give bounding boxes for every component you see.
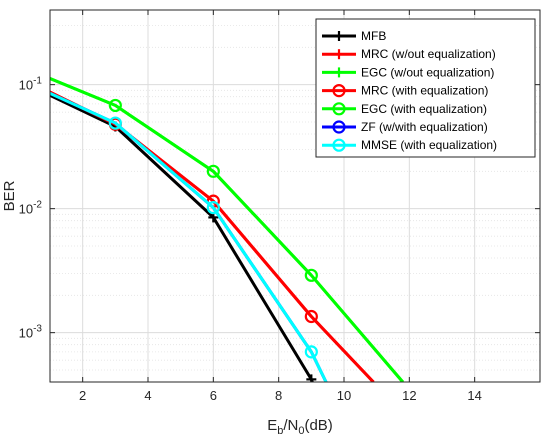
series-egc-with-equalization <box>50 77 404 382</box>
legend-swatch-marker <box>332 102 346 116</box>
legend-box <box>315 18 536 158</box>
series-mmse-with-equalization <box>50 92 328 382</box>
series-layer <box>50 77 404 382</box>
y-tick-label: 10-3 <box>19 324 43 341</box>
x-axis-label-sub1: b <box>277 425 283 437</box>
x-tick-label: 8 <box>275 388 282 403</box>
data-point-mmse-with-equalization <box>108 116 122 130</box>
y-tick-labels: 10-3 10-2 10-1 <box>19 76 43 341</box>
x-axis-label-sub2: 0 <box>298 425 304 437</box>
legend-label: MRC (with equalization) <box>361 84 488 98</box>
x-axis-label: Eb/N0(dB) <box>267 417 333 437</box>
legend-item-zf-w-with-equalization: ZF (w/with equalization) <box>322 120 488 134</box>
data-point-mmse-with-equalization <box>304 345 318 359</box>
legend-label: MMSE (with equalization) <box>361 138 497 152</box>
legend-item-egc-with-equalization: EGC (with equalization) <box>322 102 487 116</box>
legend-item-mrc-with-equalization: MRC (with equalization) <box>322 84 488 98</box>
axis-ticks <box>50 10 540 382</box>
x-tick-labels: 2 4 6 8 10 12 14 <box>79 388 482 403</box>
legend-item-mfb: MFB <box>322 29 386 43</box>
legend-items: MFB MRC (w/out equalization) EGC (w/out eq… <box>322 29 497 152</box>
legend-label: MRC (w/out equalization) <box>361 47 496 61</box>
legend-swatch-marker <box>332 83 346 98</box>
legend-label: EGC (with equalization) <box>361 102 487 116</box>
data-point-egc-with-equalization <box>304 268 318 282</box>
legend: MFB MRC (w/out equalization) EGC (w/out eq… <box>315 18 536 158</box>
y-tick-label: 10-2 <box>19 200 43 217</box>
y-axis-label: BER <box>1 180 18 211</box>
x-axis-label-tail: (dB) <box>304 417 332 434</box>
series-line-egc-with-equalization <box>50 77 404 382</box>
data-point-egc-with-equalization <box>108 98 122 113</box>
x-axis-label-mid: /N <box>283 417 298 434</box>
plot-frame <box>49 9 541 383</box>
data-point-egc-with-equalization <box>206 164 220 178</box>
legend-swatch-marker <box>334 31 344 41</box>
legend-item-mmse-with-equalization: MMSE (with equalization) <box>322 138 497 152</box>
x-tick-label: 4 <box>144 388 151 403</box>
data-point-mmse-with-equalization <box>206 200 220 215</box>
legend-swatch-marker <box>332 138 346 152</box>
legend-item-mrc-w-out-equalization: MRC (w/out equalization) <box>322 47 496 61</box>
x-tick-label: 12 <box>402 388 416 403</box>
legend-label: ZF (w/with equalization) <box>361 120 488 134</box>
legend-item-egc-w-out-equalization: EGC (w/out equalization) <box>322 65 494 79</box>
legend-swatch-marker <box>334 67 344 78</box>
legend-swatch-marker <box>334 49 344 60</box>
x-tick-label: 2 <box>79 388 86 403</box>
legend-label: MFB <box>361 29 386 43</box>
legend-label: EGC (w/out equalization) <box>361 65 494 79</box>
x-tick-label: 14 <box>467 388 481 403</box>
data-point-mfb <box>306 374 317 382</box>
legend-swatch-marker <box>332 120 346 134</box>
x-tick-label: 6 <box>210 388 217 403</box>
x-tick-label: 10 <box>337 388 351 403</box>
y-tick-label: 10-1 <box>19 76 43 93</box>
x-axis-label-main: E <box>267 417 277 434</box>
series-line-mmse-with-equalization <box>50 92 328 382</box>
data-point-mrc-with-equalization <box>304 309 318 324</box>
